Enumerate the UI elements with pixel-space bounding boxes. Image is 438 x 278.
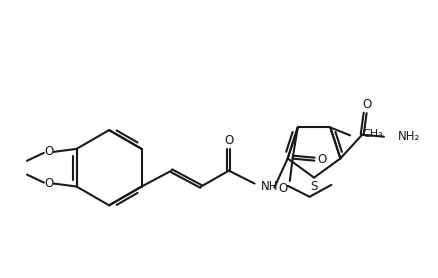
Text: NH: NH bbox=[261, 180, 278, 193]
Text: NH₂: NH₂ bbox=[398, 130, 420, 143]
Text: O: O bbox=[44, 177, 53, 190]
Text: O: O bbox=[363, 98, 372, 111]
Text: O: O bbox=[224, 135, 233, 148]
Text: O: O bbox=[44, 145, 53, 158]
Text: O: O bbox=[278, 182, 287, 195]
Text: O: O bbox=[318, 153, 327, 166]
Text: CH₃: CH₃ bbox=[362, 129, 383, 139]
Text: S: S bbox=[311, 180, 318, 193]
